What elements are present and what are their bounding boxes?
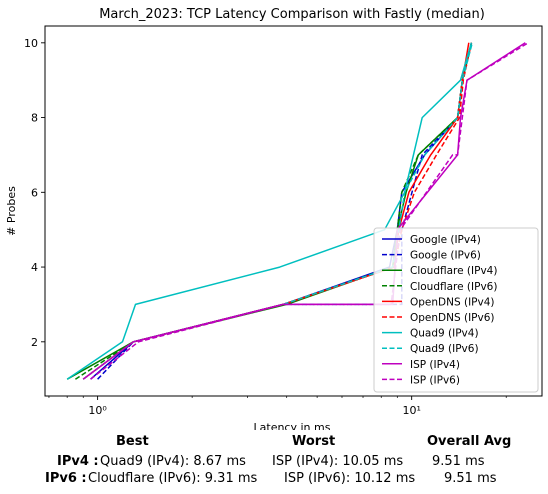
legend-label: OpenDNS (IPv6) [410, 312, 495, 324]
ipv4-row: IPv4 : [57, 454, 99, 469]
legend-label: ISP (IPv4) [410, 359, 460, 371]
ipv6-best: Cloudflare (IPv6): 9.31 ms [88, 471, 258, 486]
legend-label: Cloudflare (IPv4) [410, 265, 497, 277]
legend-label: ISP (IPv6) [410, 374, 460, 386]
ipv4-best: Quad9 (IPv4): 8.67 ms [100, 454, 246, 469]
y-axis-label: # Probes [5, 186, 18, 236]
y-tick-label: 4 [31, 261, 38, 274]
worst-header: Worst [292, 434, 336, 449]
legend-label: Quad9 (IPv6) [410, 343, 479, 355]
ipv6-worst: ISP (IPv6): 10.12 ms [284, 471, 416, 486]
avg-header: Overall Avg [427, 434, 512, 449]
x-tick-label: 10⁰ [88, 404, 107, 417]
y-tick-label: 10 [24, 37, 38, 50]
chart: March_2023: TCP Latency Comparison with … [5, 7, 543, 430]
legend-label: OpenDNS (IPv4) [410, 296, 495, 308]
y-tick-label: 6 [31, 186, 38, 199]
legend-label: Quad9 (IPv4) [410, 328, 479, 340]
ipv6-row-label: IPv6 : [45, 471, 87, 486]
legend: Google (IPv4) Google (IPv6) Cloudflare (IP… [373, 227, 539, 393]
legend-label: Google (IPv6) [410, 250, 481, 262]
x-axis-label: Latency in ms [254, 421, 331, 430]
best-header: Best [116, 434, 149, 449]
x-tick-label: 10¹ [402, 404, 420, 417]
y-tick-label: 2 [31, 336, 38, 349]
ipv4-row-label: IPv4 : [57, 454, 99, 469]
y-tick-label: 8 [31, 112, 38, 125]
legend-label: Google (IPv4) [410, 234, 481, 246]
chart-title: March_2023: TCP Latency Comparison with … [99, 7, 485, 22]
legend-box [373, 227, 539, 393]
ipv6-row: IPv6 : [45, 471, 87, 486]
ipv4-avg: 9.51 ms [432, 454, 485, 469]
ipv4-worst: ISP (IPv4): 10.05 ms [272, 454, 404, 469]
ipv6-avg: 9.51 ms [444, 471, 497, 486]
summary-table: Best Worst Overall Avg IPv4 : Quad9 (IPv… [0, 430, 548, 494]
legend-label: Cloudflare (IPv6) [410, 281, 497, 293]
